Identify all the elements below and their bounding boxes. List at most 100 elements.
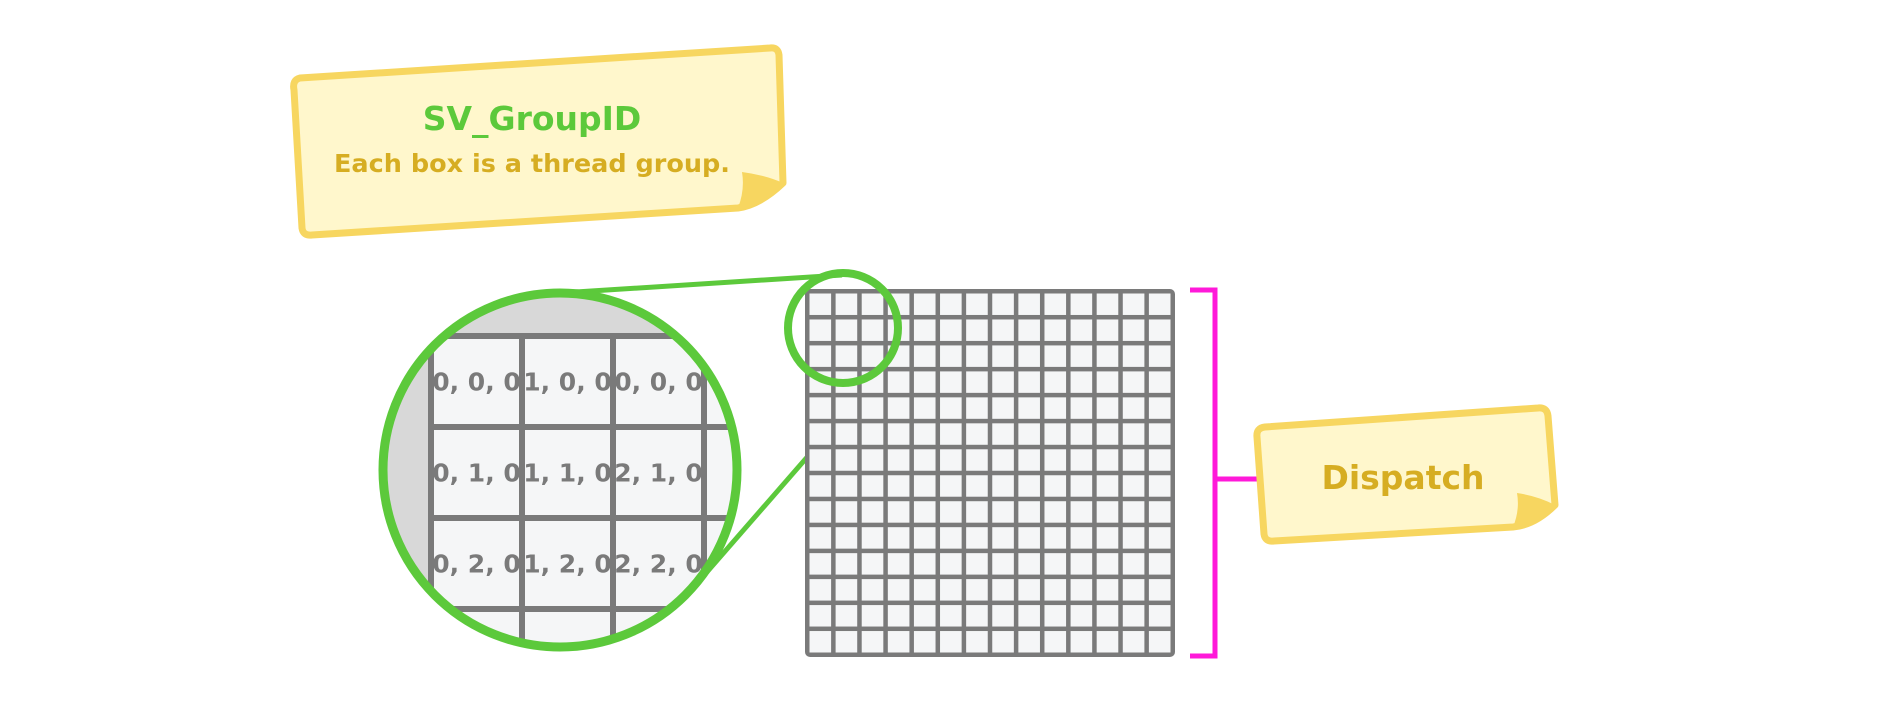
thread-group-cell	[1070, 501, 1093, 523]
thread-group-cell	[940, 553, 962, 575]
zoom-cell	[525, 521, 610, 606]
thread-group-cell	[861, 631, 884, 653]
thread-group-cell	[835, 475, 858, 497]
thread-group-cell	[966, 293, 988, 315]
thread-group-cell	[913, 345, 936, 367]
thread-group-cell	[1018, 371, 1040, 393]
thread-group-cell	[913, 371, 936, 393]
thread-group-cell	[861, 319, 884, 341]
thread-group-cell	[1018, 501, 1040, 523]
group-id-note-body	[290, 44, 787, 239]
zoom-cell	[616, 430, 701, 515]
thread-group-cell	[992, 345, 1014, 367]
thread-group-cell	[1148, 553, 1171, 575]
thread-group-cell	[966, 319, 988, 341]
group-id-note-curl	[738, 172, 783, 208]
thread-group-cell	[992, 553, 1014, 575]
zoom-cell	[616, 339, 701, 424]
zoom-cell	[434, 430, 519, 515]
thread-group-cell	[887, 579, 910, 601]
thread-group-cell	[809, 319, 832, 341]
zoom-cell	[707, 521, 737, 606]
zoom-cell	[434, 339, 519, 424]
thread-group-cell	[1070, 293, 1093, 315]
thread-group-cell	[1096, 293, 1119, 315]
thread-group-cell	[1122, 449, 1145, 471]
thread-group-cell	[992, 527, 1014, 549]
zoom-cell-label: 0, 0, 0	[432, 368, 521, 397]
thread-group-cell	[1044, 579, 1067, 601]
thread-group-cell	[861, 501, 884, 523]
thread-group-cell	[940, 423, 962, 445]
thread-group-cell	[1044, 475, 1067, 497]
thread-group-cell	[861, 423, 884, 445]
thread-group-cell	[940, 371, 962, 393]
zoom-cell	[434, 521, 519, 606]
thread-group-cell	[1096, 475, 1119, 497]
thread-group-cell	[1070, 345, 1093, 367]
thread-group-cell	[992, 501, 1014, 523]
thread-group-cell	[1044, 449, 1067, 471]
thread-group-cell	[1122, 345, 1145, 367]
thread-group-cell	[835, 397, 858, 419]
thread-group-cell	[966, 423, 988, 445]
zoom-cell	[525, 430, 610, 515]
zoom-cell	[525, 612, 610, 647]
zoom-circle-border	[378, 288, 742, 652]
zoom-cell	[525, 339, 610, 424]
thread-group-cell	[1148, 475, 1171, 497]
thread-group-cell	[1070, 553, 1093, 575]
thread-group-cell	[1148, 527, 1171, 549]
thread-group-cell	[992, 449, 1014, 471]
thread-group-cell	[940, 293, 962, 315]
dispatch-grid	[805, 289, 1175, 657]
thread-group-cell	[835, 449, 858, 471]
thread-group-cell	[1122, 397, 1145, 419]
thread-group-cell	[1070, 579, 1093, 601]
thread-group-cell	[966, 449, 988, 471]
thread-group-cell	[1044, 319, 1067, 341]
thread-group-cell	[861, 397, 884, 419]
dispatch-grid-frame	[805, 289, 1175, 657]
thread-group-cell	[966, 631, 988, 653]
thread-group-cell	[992, 631, 1014, 653]
thread-group-cell	[809, 579, 832, 601]
thread-group-cell	[1044, 527, 1067, 549]
thread-group-cell	[1148, 631, 1171, 653]
dispatch-note-curl	[1513, 493, 1555, 527]
thread-group-cell	[966, 579, 988, 601]
zoom-cell	[707, 430, 737, 515]
thread-group-cell	[1122, 501, 1145, 523]
zoom-cell-label: 1, 1, 0	[523, 459, 612, 488]
thread-group-cell	[1122, 579, 1145, 601]
thread-group-cell	[1044, 371, 1067, 393]
thread-group-cell	[861, 345, 884, 367]
thread-group-cell	[835, 423, 858, 445]
thread-group-cell	[887, 501, 910, 523]
thread-group-cell	[1096, 527, 1119, 549]
thread-group-cell	[940, 501, 962, 523]
thread-group-cell	[992, 475, 1014, 497]
thread-group-cell	[861, 475, 884, 497]
thread-group-cell	[1044, 501, 1067, 523]
thread-group-cell	[861, 553, 884, 575]
zoom-source-circle	[784, 269, 902, 387]
thread-group-cell	[809, 345, 832, 367]
thread-group-cell	[1070, 631, 1093, 653]
thread-group-cell	[1018, 527, 1040, 549]
thread-group-cell	[913, 397, 936, 419]
thread-group-cell	[809, 605, 832, 627]
thread-group-cell	[1148, 579, 1171, 601]
thread-group-cell	[1122, 553, 1145, 575]
thread-group-cell	[913, 475, 936, 497]
thread-group-cell	[966, 371, 988, 393]
thread-group-cell	[1096, 319, 1119, 341]
thread-group-cell	[940, 397, 962, 419]
thread-group-cell	[809, 631, 832, 653]
thread-group-cell	[1044, 423, 1067, 445]
thread-group-cell	[809, 501, 832, 523]
thread-group-cell	[1096, 631, 1119, 653]
thread-group-cell	[992, 293, 1014, 315]
thread-group-cell	[809, 449, 832, 471]
